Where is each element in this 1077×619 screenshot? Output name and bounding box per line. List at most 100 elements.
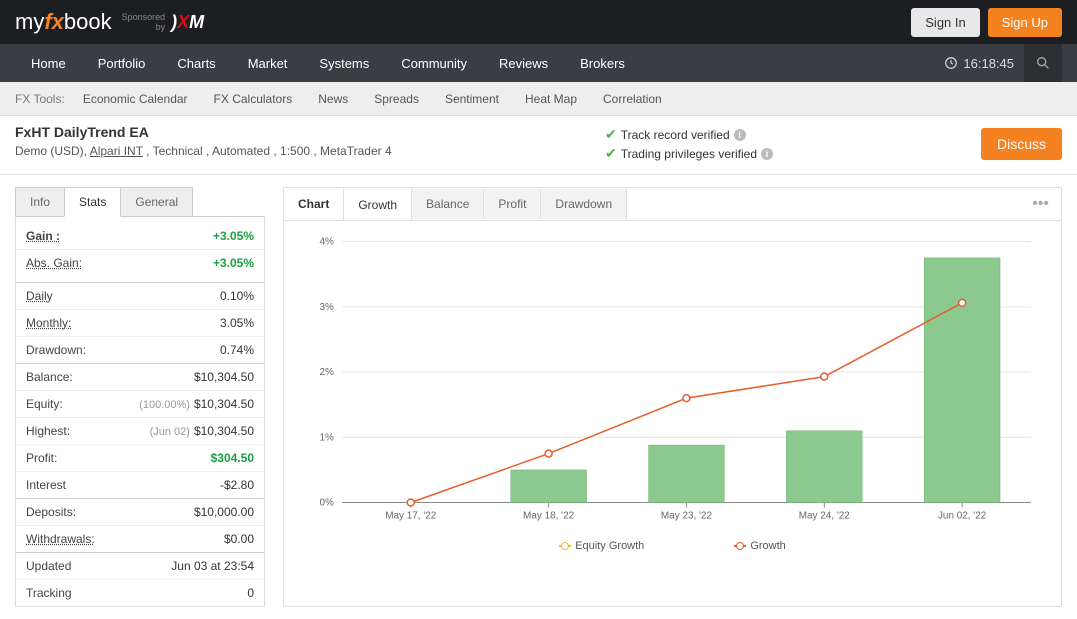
- chart-area: 0%1%2%3%4%May 17, '22May 18, '22May 23, …: [284, 221, 1061, 566]
- legend-growth[interactable]: Growth: [734, 540, 785, 552]
- stat-label: Gain :: [26, 229, 60, 243]
- fx-tools-label: FX Tools:: [15, 92, 65, 106]
- chart-tab-drawdown[interactable]: Drawdown: [541, 189, 627, 219]
- stat-sub: (100.00%): [139, 399, 190, 411]
- stats-tabs: Info Stats General: [15, 187, 265, 217]
- stat-row-highest: Highest: (Jun 02)$10,304.50: [16, 418, 264, 445]
- sponsor-logo[interactable]: ) X M: [171, 12, 204, 33]
- stat-value: 0.74%: [220, 343, 254, 357]
- stat-label: Abs. Gain:: [26, 256, 82, 270]
- nav-community[interactable]: Community: [385, 56, 483, 71]
- sponsored-by: by: [156, 22, 166, 32]
- svg-text:May 17, '22: May 17, '22: [385, 510, 437, 521]
- logo[interactable]: my fx book: [15, 9, 112, 35]
- info-icon[interactable]: i: [761, 148, 773, 160]
- nav-market[interactable]: Market: [232, 56, 304, 71]
- system-meta: Demo (USD), Alpari INT , Technical , Aut…: [15, 144, 605, 158]
- nav-reviews[interactable]: Reviews: [483, 56, 564, 71]
- svg-text:Jun 02, '22: Jun 02, '22: [938, 510, 987, 521]
- chart-legend: Equity Growth Growth: [304, 534, 1041, 556]
- fx-tool-correlation[interactable]: Correlation: [603, 92, 662, 106]
- search-icon: [1035, 55, 1051, 71]
- stat-value: 0: [247, 586, 254, 600]
- fx-tool-news[interactable]: News: [318, 92, 348, 106]
- legend-equity[interactable]: Equity Growth: [559, 540, 644, 552]
- stat-label: Balance:: [26, 370, 73, 384]
- stat-value: 3.05%: [220, 316, 254, 330]
- check-icon: ✔: [605, 126, 617, 143]
- sponsored-text: Sponsored: [122, 12, 166, 22]
- stat-value: +3.05%: [213, 229, 254, 243]
- sponsor-x2: X: [177, 12, 189, 33]
- chart-tab-profit[interactable]: Profit: [484, 189, 541, 219]
- chart-tab-growth[interactable]: Growth: [343, 188, 412, 220]
- stat-value: $10,304.50: [194, 397, 254, 411]
- fx-tools-bar: FX Tools: Economic Calendar FX Calculato…: [0, 82, 1077, 116]
- top-header: my fx book Sponsored by ) X M Sign In Si…: [0, 0, 1077, 44]
- chart-tabs: Chart Growth Balance Profit Drawdown •••: [284, 188, 1061, 221]
- stat-label: Tracking: [26, 586, 72, 600]
- svg-text:May 24, '22: May 24, '22: [799, 510, 851, 521]
- stat-row-updated: Updated Jun 03 at 23:54: [16, 553, 264, 580]
- chart-panel: Chart Growth Balance Profit Drawdown •••…: [283, 187, 1062, 607]
- legend-label: Growth: [750, 540, 785, 552]
- stat-row-absgain: Abs. Gain: +3.05%: [16, 250, 264, 283]
- stat-value: 0.10%: [220, 289, 254, 303]
- fx-tool-calendar[interactable]: Economic Calendar: [83, 92, 188, 106]
- signin-button[interactable]: Sign In: [911, 8, 979, 37]
- stat-label: Withdrawals:: [26, 532, 95, 546]
- stat-row-deposits: Deposits: $10,000.00: [16, 499, 264, 526]
- system-broker-link[interactable]: Alpari INT: [90, 144, 143, 158]
- chart-tab-chart[interactable]: Chart: [284, 189, 343, 219]
- legend-label: Equity Growth: [575, 540, 644, 552]
- nav-brokers[interactable]: Brokers: [564, 56, 641, 71]
- nav-portfolio[interactable]: Portfolio: [82, 56, 162, 71]
- track-record-verified: ✔ Track record verified i: [605, 126, 981, 143]
- clock-time: 16:18:45: [963, 56, 1014, 71]
- fx-tool-sentiment[interactable]: Sentiment: [445, 92, 499, 106]
- signup-button[interactable]: Sign Up: [988, 8, 1062, 37]
- legend-marker-icon: [561, 542, 569, 550]
- discuss-button[interactable]: Discuss: [981, 128, 1062, 160]
- stat-value: $304.50: [211, 451, 254, 465]
- svg-text:3%: 3%: [320, 302, 335, 313]
- tab-general[interactable]: General: [120, 187, 193, 216]
- stat-row-interest: Interest -$2.80: [16, 472, 264, 499]
- chart-menu-icon[interactable]: •••: [1020, 195, 1061, 213]
- clock-icon: [944, 56, 958, 70]
- stat-label: Interest: [26, 478, 66, 492]
- svg-text:May 23, '22: May 23, '22: [661, 510, 713, 521]
- stat-value: $0.00: [224, 532, 254, 546]
- stat-row-daily: Daily 0.10%: [16, 283, 264, 310]
- svg-text:0%: 0%: [320, 498, 335, 509]
- nav-charts[interactable]: Charts: [161, 56, 231, 71]
- stat-value: $10,304.50: [194, 370, 254, 384]
- stat-row-drawdown: Drawdown: 0.74%: [16, 337, 264, 364]
- nav-systems[interactable]: Systems: [303, 56, 385, 71]
- stat-label: Updated: [26, 559, 71, 573]
- stat-value: $10,000.00: [194, 505, 254, 519]
- fx-tool-calculators[interactable]: FX Calculators: [214, 92, 293, 106]
- main-nav: Home Portfolio Charts Market Systems Com…: [0, 44, 1077, 82]
- fx-tool-heatmap[interactable]: Heat Map: [525, 92, 577, 106]
- stat-label: Drawdown:: [26, 343, 86, 357]
- stat-row-tracking: Tracking 0: [16, 580, 264, 606]
- stat-row-equity: Equity: (100.00%)$10,304.50: [16, 391, 264, 418]
- tab-info[interactable]: Info: [15, 187, 65, 216]
- nav-home[interactable]: Home: [15, 56, 82, 71]
- system-meta-suffix: , Technical , Automated , 1:500 , MetaTr…: [143, 144, 392, 158]
- stat-label: Highest:: [26, 424, 70, 438]
- sponsor-m: M: [189, 12, 204, 33]
- search-button[interactable]: [1024, 44, 1062, 82]
- info-icon[interactable]: i: [734, 129, 746, 141]
- stat-row-monthly: Monthly: 3.05%: [16, 310, 264, 337]
- content: Info Stats General Gain : +3.05% Abs. Ga…: [0, 175, 1077, 619]
- logo-book: book: [64, 9, 112, 35]
- verified-text-1: Track record verified: [621, 128, 730, 142]
- stat-label: Profit:: [26, 451, 57, 465]
- chart-tab-balance[interactable]: Balance: [412, 189, 484, 219]
- system-meta-prefix: Demo (USD),: [15, 144, 90, 158]
- stat-value: +3.05%: [213, 256, 254, 270]
- fx-tool-spreads[interactable]: Spreads: [374, 92, 419, 106]
- tab-stats[interactable]: Stats: [64, 187, 121, 217]
